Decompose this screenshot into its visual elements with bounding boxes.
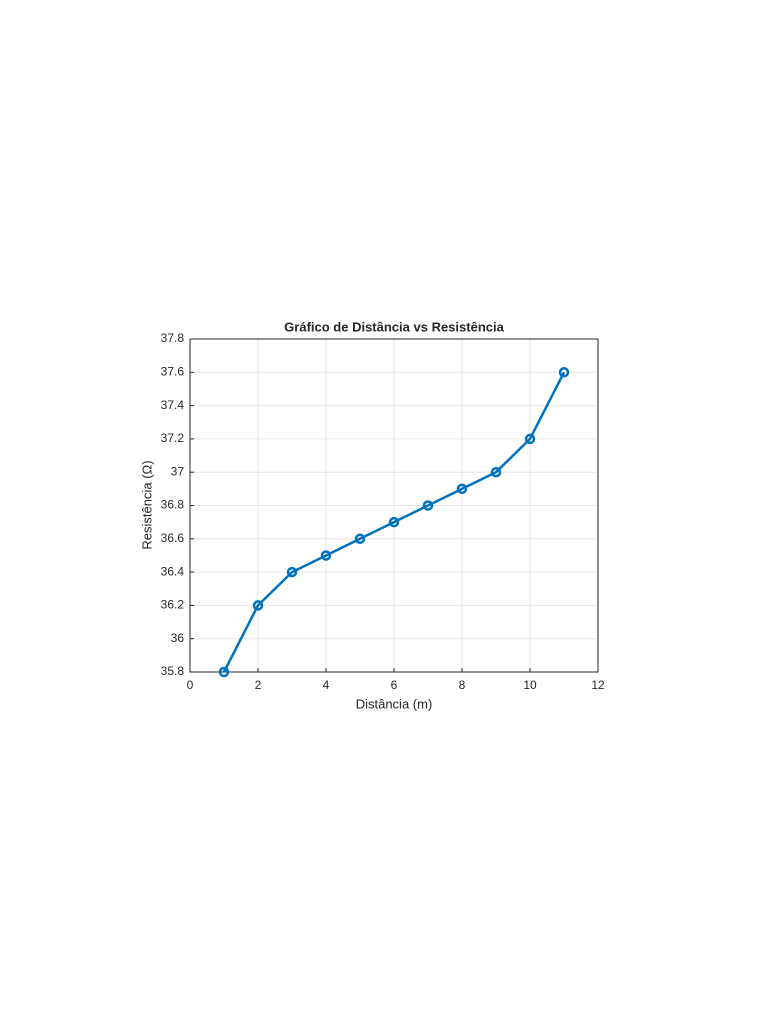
x-tick-label: 8 [459,678,466,692]
data-point [490,466,502,478]
x-tick-label: 4 [323,678,330,692]
y-axis-label: Resistência (Ω) [139,460,154,549]
data-point [252,600,264,611]
x-tick-label: 6 [391,678,398,692]
y-tick-label: 37.4 [161,398,185,412]
y-tick-label: 36.4 [161,564,185,578]
y-tick-label: 36.8 [161,498,185,512]
y-tick-label: 37.2 [161,431,185,445]
y-tick-label: 36.6 [161,531,185,545]
data-line [222,371,566,673]
x-tick-label: 12 [591,678,605,692]
data-point [354,533,366,545]
data-point [320,550,332,561]
data-point [286,566,298,578]
plot-frame [189,338,599,673]
data-point [456,483,468,495]
data-point [218,666,230,678]
y-tick-label: 37.8 [161,331,185,345]
data-point [558,367,570,378]
y-tick-label: 37 [171,464,185,478]
y-tick-label: 37.6 [161,364,185,378]
x-tick-label: 0 [187,678,194,692]
y-tick-label: 35.8 [161,664,185,678]
x-tick-label: 10 [523,678,537,692]
y-tick-label: 36 [171,631,185,645]
data-point [422,500,434,511]
x-axis-label: Distância (m) [356,696,433,711]
data-point [388,516,400,528]
chart-title: Gráfico de Distância vs Resistência [284,319,504,334]
data-point [524,433,536,445]
x-tick-label: 2 [255,678,262,692]
y-tick-label: 36.2 [161,598,185,612]
